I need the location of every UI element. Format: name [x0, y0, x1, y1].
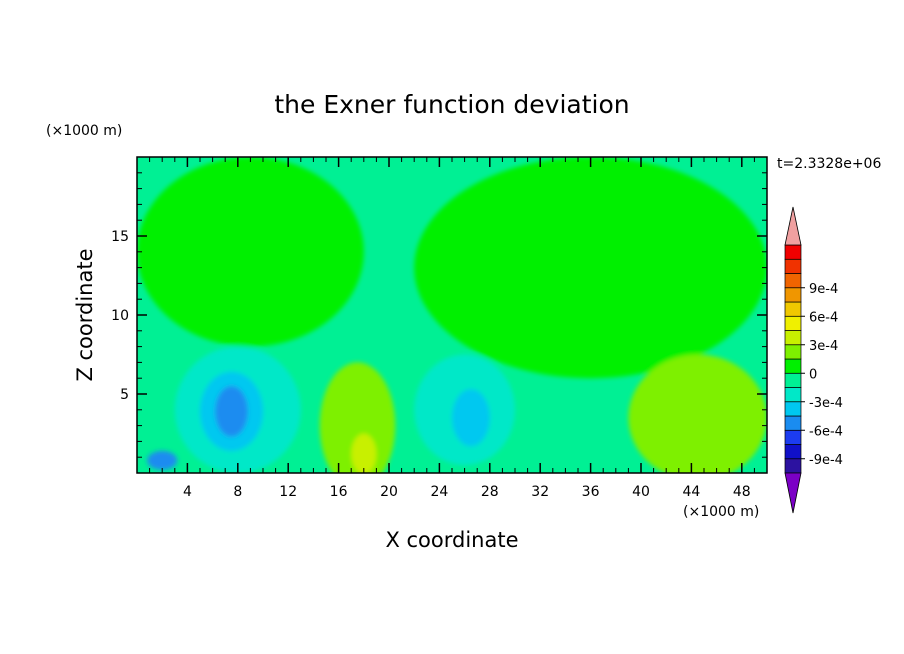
- y-tick-label: 15: [111, 229, 129, 245]
- colorbar-label: -6e-4: [809, 424, 843, 439]
- colorbar-swatch: [784, 458, 802, 474]
- x-unit-label: (×1000 m): [683, 504, 759, 520]
- colorbar-swatch: [784, 330, 802, 346]
- field-region-5: [319, 362, 396, 473]
- x-tick-label: 28: [481, 484, 499, 500]
- colorbar-swatch: [784, 387, 802, 403]
- colorbar-max-arrow: [784, 206, 802, 246]
- y-axis: 5 10 15: [111, 172, 767, 458]
- x-tick-label: 4: [183, 484, 192, 500]
- x-tick-label: 16: [330, 484, 348, 500]
- field-contours: [137, 157, 767, 473]
- colorbar-label: 6e-4: [809, 310, 838, 325]
- field-region-1: [414, 157, 767, 379]
- colorbar-swatch: [784, 429, 802, 445]
- x-tick-label: 36: [582, 484, 600, 500]
- x-tick-label: 12: [279, 484, 297, 500]
- y-tick-label: 10: [111, 308, 129, 324]
- colorbar-swatch: [784, 401, 802, 417]
- field-region-9: [628, 354, 767, 473]
- colorbar-label: 3e-4: [809, 339, 838, 354]
- colorbar-swatch: [784, 415, 802, 431]
- colorbar-label: -9e-4: [809, 453, 843, 468]
- colorbar-swatch: [784, 372, 802, 388]
- y-axis-label: Z coordinate: [73, 248, 97, 381]
- y-unit-label: (×1000 m): [46, 123, 122, 139]
- colorbar-swatch: [784, 301, 802, 317]
- x-tick-label: 32: [531, 484, 549, 500]
- colorbar: -9e-4 -6e-4 -3e-4 0 3e-4 6e-4 9e-4: [784, 206, 843, 514]
- field-region-10: [147, 450, 178, 470]
- x-tick-label: 8: [233, 484, 242, 500]
- colorbar-swatch: [784, 344, 802, 360]
- colorbar-label: 9e-4: [809, 282, 838, 297]
- x-tick-label: 40: [632, 484, 650, 500]
- x-tick-label: 44: [682, 484, 700, 500]
- field-region-4: [215, 386, 248, 437]
- field-region-8: [452, 389, 490, 447]
- time-label: t=2.3328e+06: [777, 156, 881, 172]
- y-tick-label: 5: [120, 387, 129, 403]
- colorbar-swatch: [784, 315, 802, 331]
- x-axis-label: X coordinate: [385, 528, 518, 552]
- colorbar-min-arrow: [784, 472, 802, 514]
- colorbar-label: -3e-4: [809, 396, 843, 411]
- chart-title: the Exner function deviation: [274, 90, 629, 119]
- field-region-0: [137, 157, 364, 347]
- colorbar-swatch: [784, 258, 802, 274]
- colorbar-swatch: [784, 287, 802, 303]
- x-tick-label: 48: [733, 484, 751, 500]
- x-axis: 4 8 12 16 20 24 28 32 36 40 44 48: [149, 157, 755, 500]
- plot-area: [137, 157, 767, 473]
- x-tick-label: 20: [380, 484, 398, 500]
- colorbar-swatch: [784, 244, 802, 260]
- colorbar-swatch: [784, 444, 802, 460]
- colorbar-swatch: [784, 358, 802, 374]
- colorbar-label: 0: [809, 367, 817, 382]
- field-region-6: [351, 433, 377, 473]
- colorbar-swatch: [784, 273, 802, 289]
- x-tick-label: 24: [430, 484, 448, 500]
